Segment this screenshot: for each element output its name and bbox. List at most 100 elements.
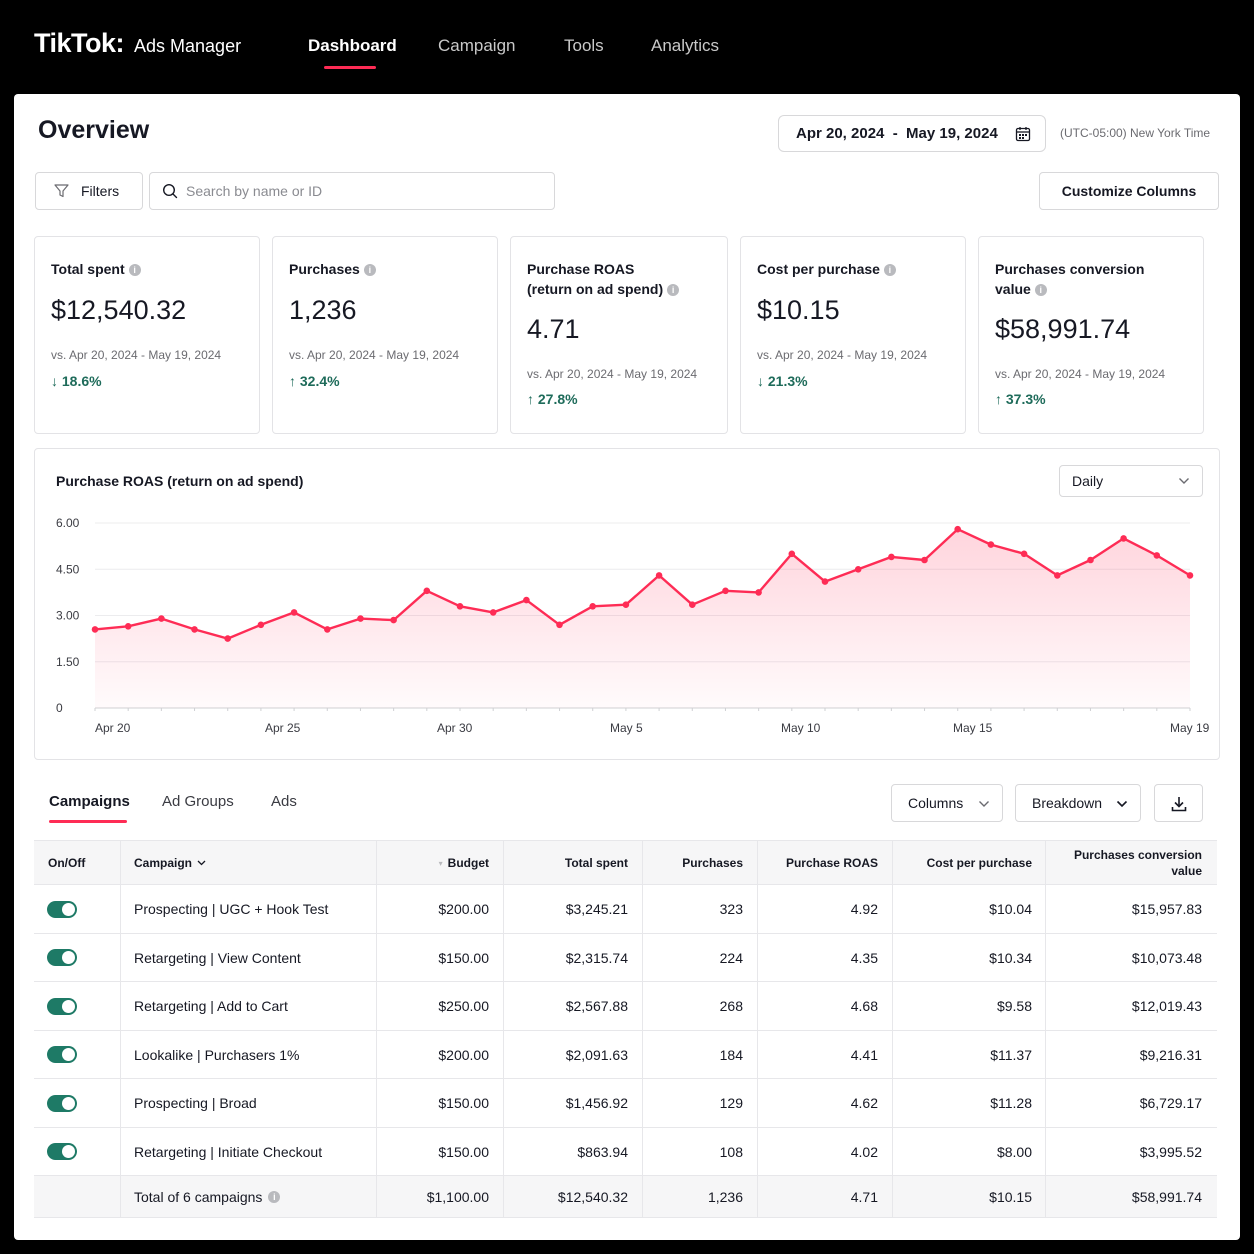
y-tick-label: 1.50 [56, 655, 80, 669]
purchases-cell: 268 [719, 998, 743, 1014]
data-point [290, 609, 298, 616]
main-panel: Overview Apr 20, 2024 - May 19, 2024 (UT… [14, 94, 1240, 1240]
data-point [722, 587, 729, 595]
info-icon[interactable]: i [883, 264, 896, 276]
tab-ads[interactable]: Ads [271, 793, 297, 810]
table-row[interactable]: Retargeting | View Content $150.00 $2,315.… [34, 933, 1217, 982]
total-spent-cell: $2,567.88 [565, 998, 628, 1014]
date-range-value: Apr 20, 2024 - May 19, 2024 [796, 125, 998, 142]
purchases-cell: 184 [719, 1046, 743, 1063]
customize-columns-button[interactable]: Customize Columns [1039, 172, 1219, 210]
x-tick-label: Apr 30 [437, 721, 473, 735]
date-range-picker[interactable]: Apr 20, 2024 - May 19, 2024 [778, 115, 1046, 152]
campaign-name-cell[interactable]: Retargeting | View Content [134, 949, 301, 966]
logo-product: Ads Manager [134, 36, 242, 56]
search-input[interactable] [186, 183, 546, 199]
kpi-card-cost-per-purchase[interactable]: Cost per purchase i $10.15 vs. Apr 20, 20… [740, 236, 966, 434]
data-point [489, 609, 497, 616]
data-point [1120, 535, 1127, 542]
kpi-comparison: vs. Apr 20, 2024 - May 19, 2024 [51, 348, 222, 362]
onoff-cell [47, 1079, 77, 1127]
calendar-icon [1015, 127, 1031, 142]
campaign-name-cell[interactable]: Retargeting | Add to Cart [134, 998, 288, 1014]
campaign-toggle[interactable] [47, 1094, 77, 1112]
campaign-name-cell[interactable]: Lookalike | Purchasers 1% [134, 1046, 300, 1063]
filters-button[interactable]: Filters [35, 172, 143, 210]
kpi-label: Purchases conversion value i [995, 261, 1145, 297]
kpi-card-total-spent[interactable]: Total spent i $12,540.32 vs. Apr 20, 2024… [34, 236, 260, 434]
table-row[interactable]: Lookalike | Purchasers 1% $200.00 $2,091.6… [34, 1030, 1217, 1079]
col-total-spent[interactable]: Total spent [564, 856, 628, 870]
kpi-value: $58,991.74 [995, 314, 1131, 344]
campaign-toggle[interactable] [47, 1143, 77, 1160]
col-purchases-conversion-value[interactable]: Purchases conversion value [1073, 848, 1202, 878]
x-tick-label: May 5 [610, 721, 643, 735]
pcv-cell: $9,216.31 [1139, 1046, 1202, 1063]
info-icon[interactable]: i [1034, 284, 1047, 296]
table-row[interactable]: Prospecting | Broad $150.00 $1,456.92 129 4.… [34, 1079, 1217, 1128]
pcv-cell: $12,019.43 [1131, 998, 1202, 1014]
tab-ad-groups[interactable]: Ad Groups [162, 793, 234, 810]
kpi-delta: ↓ 18.6% [51, 373, 102, 389]
columns-button[interactable]: Columns [891, 784, 1003, 822]
budget-cell: $250.00 [438, 998, 489, 1014]
y-tick-label: 4.50 [56, 562, 80, 576]
info-icon[interactable]: i [667, 284, 680, 296]
data-point [1054, 572, 1061, 579]
kpi-comparison: vs. Apr 20, 2024 - May 19, 2024 [289, 348, 460, 362]
download-button[interactable] [1154, 784, 1203, 822]
col-purchases[interactable]: Purchases [682, 856, 743, 870]
campaign-toggle[interactable] [47, 1046, 77, 1063]
search-box[interactable] [149, 172, 555, 210]
table-row[interactable]: Retargeting | Initiate Checkout $150.00 $8… [34, 1127, 1217, 1176]
campaign-toggle[interactable] [47, 900, 77, 918]
kpi-delta: ↑ 37.3% [995, 391, 1046, 407]
logo[interactable]: TikTok: Ads Manager [34, 28, 241, 59]
col-purchase-roas[interactable]: Purchase ROAS [785, 856, 878, 870]
col-onoff: On/Off [48, 856, 86, 870]
col-budget[interactable]: ▾ Budget [438, 856, 489, 870]
onoff-cell [47, 1031, 77, 1079]
kpi-delta: ↑ 32.4% [289, 373, 340, 389]
kpi-card-purchase-roas[interactable]: Purchase ROAS (return on ad spend) i 4.71 … [510, 236, 728, 434]
col-campaign[interactable]: Campaign [134, 841, 206, 885]
table-row[interactable]: Retargeting | Add to Cart $250.00 $2,567.8… [34, 982, 1217, 1031]
nav-tools[interactable]: Tools [564, 36, 604, 55]
kpi-card-purchases[interactable]: Purchases i 1,236 vs. Apr 20, 2024 - May … [272, 236, 498, 434]
campaign-name-cell[interactable]: Prospecting | UGC + Hook Test [134, 901, 329, 917]
breakdown-button[interactable]: Breakdown [1015, 784, 1141, 822]
kpi-comparison: vs. Apr 20, 2024 - May 19, 2024 [757, 348, 928, 362]
info-icon[interactable]: i [268, 1191, 281, 1203]
roas-chart-panel: 6.00 4.50 3.00 1.50 0 Apr 20 Apr 25 Apr 30 May 5… [34, 448, 1220, 760]
info-icon[interactable]: i [128, 264, 141, 276]
data-point [788, 550, 796, 558]
timezone-label: (UTC-05:00) New York Time [1060, 126, 1211, 140]
tab-campaigns[interactable]: Campaigns [49, 793, 130, 810]
campaign-toggle[interactable] [47, 997, 77, 1015]
total-budget: $1,100.00 [426, 1189, 489, 1205]
campaign-name-cell[interactable]: Prospecting | Broad [134, 1095, 257, 1111]
kpi-card-purchases-conversion-value[interactable]: Purchases conversion value i $58,991.74 vs… [978, 236, 1204, 434]
purchases-cell: 323 [719, 901, 743, 917]
filter-icon [54, 184, 69, 198]
roas-cell: 4.92 [850, 901, 878, 917]
kpi-comparison: vs. Apr 20, 2024 - May 19, 2024 [527, 367, 698, 381]
onoff-cell [47, 885, 77, 933]
data-point [755, 589, 762, 596]
nav-campaign[interactable]: Campaign [438, 36, 516, 55]
x-tick-label: Apr 25 [265, 721, 301, 735]
purchases-cell: 129 [719, 1095, 743, 1111]
cpp-cell: $11.37 [990, 1046, 1032, 1063]
col-cost-per-purchase[interactable]: Cost per purchase [926, 856, 1032, 870]
campaign-name-cell[interactable]: Retargeting | Initiate Checkout [134, 1143, 323, 1160]
table-row[interactable]: Prospecting | UGC + Hook Test $200.00 $3,2… [34, 885, 1217, 934]
campaign-toggle[interactable] [47, 949, 77, 966]
nav-dashboard[interactable]: Dashboard [308, 36, 397, 55]
purchases-cell: 108 [719, 1143, 743, 1160]
nav-analytics[interactable]: Analytics [651, 36, 720, 55]
info-icon[interactable]: i [363, 264, 376, 276]
x-tick-label: May 15 [953, 721, 993, 735]
pcv-cell: $10,073.48 [1131, 949, 1202, 966]
granularity-select[interactable]: Daily [1059, 465, 1203, 497]
chart-title: Purchase ROAS (return on ad spend) [56, 473, 304, 489]
